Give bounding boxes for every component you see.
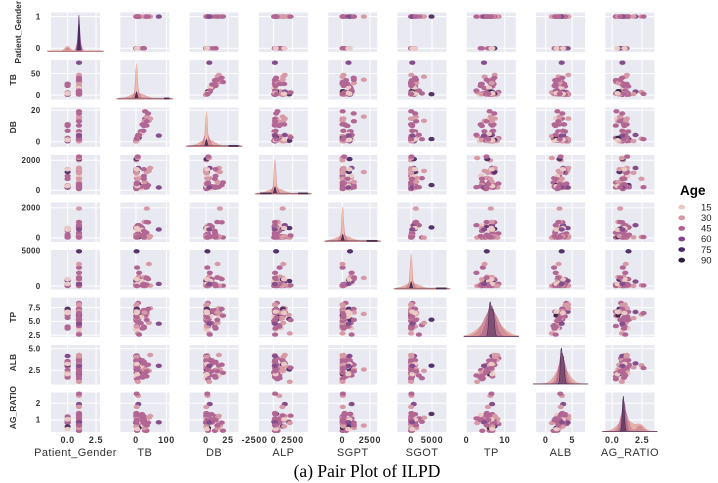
svg-text:1: 1 — [36, 416, 41, 425]
svg-text:ALB: ALB — [550, 447, 572, 459]
svg-text:2.5: 2.5 — [89, 435, 103, 445]
svg-text:2500: 2500 — [359, 435, 381, 445]
svg-text:0: 0 — [543, 435, 549, 445]
svg-text:60: 60 — [701, 234, 712, 245]
svg-text:45: 45 — [701, 224, 712, 235]
svg-text:(a) Pair Plot of ILPD: (a) Pair Plot of ILPD — [294, 461, 441, 481]
svg-text:5000: 5000 — [22, 246, 41, 255]
svg-text:0: 0 — [36, 44, 41, 53]
svg-text:2500: 2500 — [281, 435, 303, 445]
svg-text:0: 0 — [271, 435, 277, 445]
svg-text:0: 0 — [36, 234, 41, 243]
svg-text:0: 0 — [36, 91, 41, 100]
svg-text:2.5: 2.5 — [28, 331, 40, 340]
svg-text:25: 25 — [222, 435, 233, 445]
svg-text:2.5: 2.5 — [635, 435, 649, 445]
svg-text:20: 20 — [31, 106, 41, 115]
svg-text:0: 0 — [36, 138, 41, 147]
svg-text:TB: TB — [8, 74, 18, 85]
svg-text:50: 50 — [31, 69, 41, 78]
svg-text:7.5: 7.5 — [28, 303, 40, 312]
svg-text:5000: 5000 — [421, 435, 443, 445]
svg-text:30: 30 — [701, 213, 712, 224]
svg-text:SGPT: SGPT — [337, 447, 369, 459]
svg-text:5: 5 — [569, 435, 575, 445]
svg-text:0: 0 — [36, 282, 41, 291]
svg-text:2.5: 2.5 — [28, 366, 40, 375]
svg-text:-2500: -2500 — [241, 435, 267, 445]
svg-text:0: 0 — [203, 435, 209, 445]
svg-text:0: 0 — [408, 435, 414, 445]
svg-text:SGOT: SGOT — [406, 447, 439, 459]
svg-text:Age: Age — [680, 183, 706, 198]
svg-text:75: 75 — [701, 245, 712, 256]
svg-text:2: 2 — [36, 399, 41, 408]
svg-text:AG_RATIO: AG_RATIO — [8, 386, 18, 430]
svg-text:ALP: ALP — [272, 447, 294, 459]
svg-text:0: 0 — [464, 435, 470, 445]
svg-text:ALB: ALB — [8, 354, 18, 371]
svg-text:90: 90 — [701, 255, 712, 266]
svg-text:100: 100 — [158, 435, 175, 445]
svg-text:5.0: 5.0 — [28, 317, 40, 326]
svg-text:TB: TB — [137, 447, 152, 459]
svg-text:TP: TP — [484, 447, 499, 459]
svg-text:2000: 2000 — [22, 204, 41, 213]
svg-text:0.0: 0.0 — [60, 435, 74, 445]
svg-text:0: 0 — [36, 186, 41, 195]
svg-text:2000: 2000 — [22, 156, 41, 165]
svg-text:0: 0 — [133, 435, 139, 445]
svg-text:5.0: 5.0 — [28, 345, 40, 354]
svg-text:DB: DB — [206, 447, 222, 459]
svg-text:0.0: 0.0 — [605, 435, 619, 445]
svg-text:0: 0 — [339, 435, 345, 445]
svg-text:AG_RATIO: AG_RATIO — [601, 447, 659, 459]
svg-text:1: 1 — [36, 12, 41, 21]
svg-text:TP: TP — [8, 311, 18, 322]
svg-text:DB: DB — [8, 121, 18, 133]
svg-text:15: 15 — [701, 202, 712, 213]
svg-text:10: 10 — [499, 435, 510, 445]
svg-text:Patient_Gender: Patient_Gender — [34, 447, 117, 459]
svg-text:Patient_Gender: Patient_Gender — [13, 0, 23, 64]
